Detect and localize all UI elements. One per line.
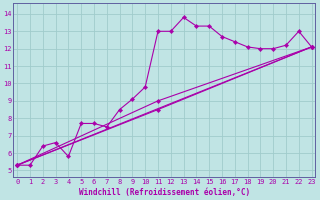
X-axis label: Windchill (Refroidissement éolien,°C): Windchill (Refroidissement éolien,°C) xyxy=(79,188,250,197)
